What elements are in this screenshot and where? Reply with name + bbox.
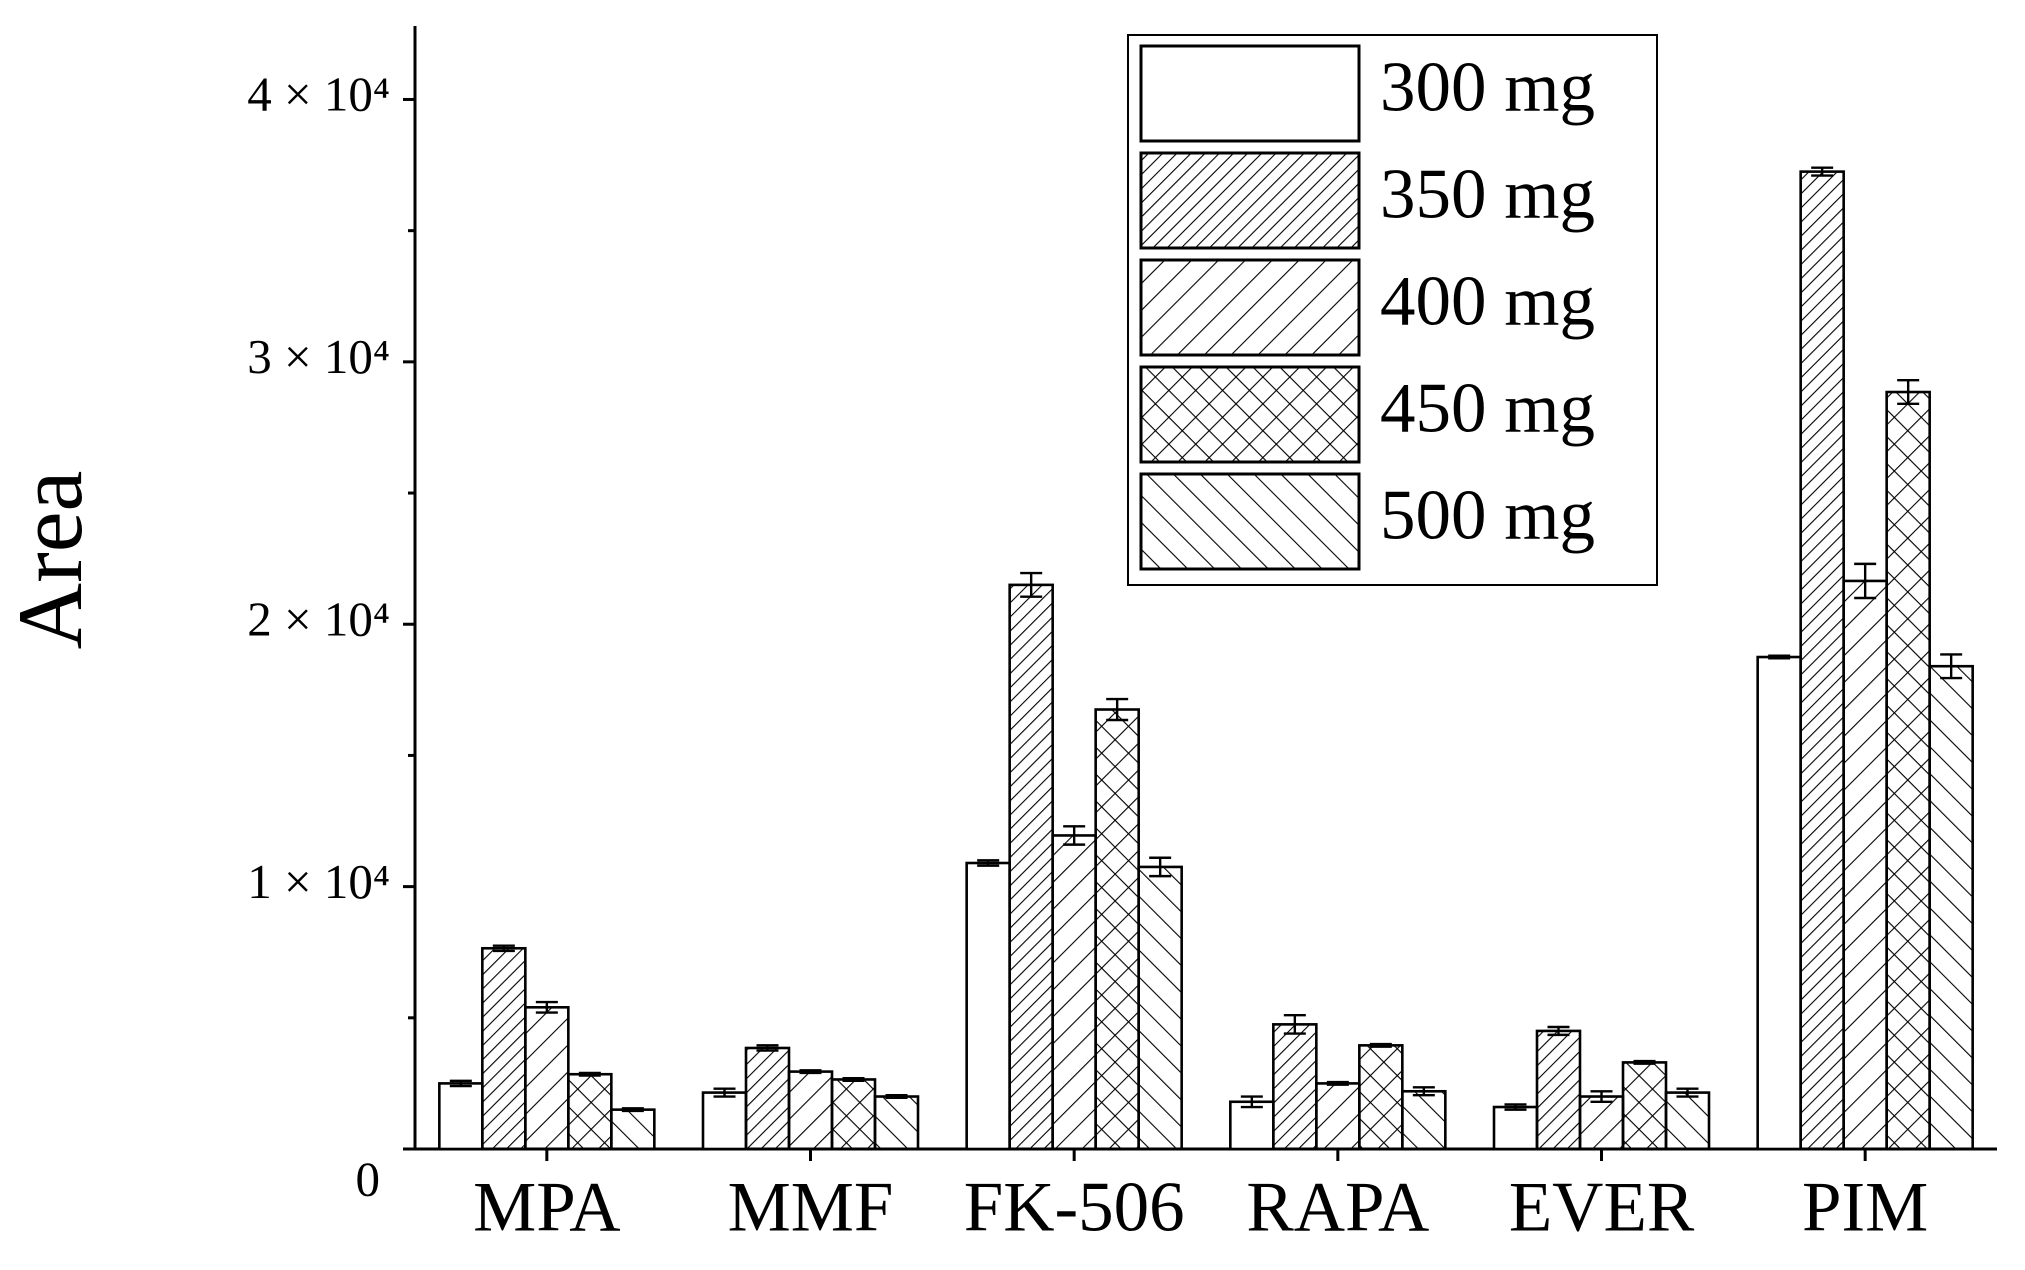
error-bar [1106, 697, 1129, 722]
legend-swatch [1139, 365, 1361, 464]
y-tick-label: 3 × 10⁴ [247, 329, 390, 384]
error-bar [1326, 1080, 1349, 1086]
bar [787, 1070, 834, 1151]
y-tick-label: 4 × 10⁴ [247, 67, 390, 122]
x-tick-label: MMF [728, 1168, 894, 1246]
bar [1664, 1091, 1711, 1151]
error-bar [799, 1069, 822, 1075]
y-tick-label: 1 × 10⁴ [247, 854, 390, 909]
bar [481, 946, 527, 1151]
bar [438, 1082, 484, 1151]
y-tick-label: 2 × 10⁴ [247, 591, 390, 646]
legend-label: 300 mg [1380, 48, 1595, 126]
error-bar [713, 1087, 736, 1098]
bar [1928, 664, 1974, 1151]
error-bar [1504, 1103, 1527, 1111]
legend-label: 500 mg [1380, 476, 1595, 554]
error-bar [1149, 856, 1172, 878]
bar [1578, 1095, 1625, 1151]
x-tick-label: FK-506 [964, 1168, 1185, 1246]
bar [1272, 1023, 1318, 1151]
error-bar [1590, 1090, 1613, 1103]
x-tick-label: EVER [1509, 1168, 1695, 1246]
bar [1756, 655, 1802, 1151]
x-tick-label: PIM [1802, 1168, 1928, 1246]
x-tick-label: RAPA [1246, 1168, 1429, 1246]
error-bar [492, 944, 515, 953]
legend-swatch [1139, 44, 1361, 143]
error-bar [578, 1071, 601, 1077]
bar [1008, 583, 1054, 1151]
error-bar [1940, 653, 1963, 680]
error-bar [1063, 825, 1086, 846]
x-tick-label: MPA [473, 1168, 620, 1246]
bar [1842, 579, 1888, 1151]
error-bar [1811, 166, 1834, 177]
error-bar [842, 1076, 865, 1082]
bar [567, 1072, 613, 1151]
bar [1535, 1029, 1582, 1151]
bar [1051, 834, 1097, 1151]
bar [744, 1046, 791, 1151]
error-bar [535, 1000, 558, 1014]
error-bar [1020, 571, 1043, 598]
error-bar [1768, 654, 1791, 660]
bar [1094, 708, 1140, 1151]
bar [524, 1006, 570, 1151]
bar [701, 1091, 748, 1151]
y-tick-label: 0 [356, 1151, 381, 1206]
bar [965, 861, 1011, 1151]
bar [1315, 1082, 1361, 1151]
error-bar [1854, 562, 1877, 600]
bar [610, 1108, 656, 1151]
error-bar [1633, 1059, 1656, 1065]
legend-swatch [1139, 472, 1361, 571]
error-bar [1676, 1087, 1699, 1098]
bar [1358, 1044, 1404, 1151]
error-bar [449, 1079, 472, 1088]
bar [1621, 1061, 1668, 1151]
bar [1229, 1100, 1275, 1151]
legend-label: 350 mg [1380, 155, 1595, 233]
error-bar [1412, 1086, 1435, 1097]
legend-label: 400 mg [1380, 262, 1595, 340]
legend-label: 450 mg [1380, 369, 1595, 447]
y-axis-label: Area [0, 471, 101, 650]
bar [1799, 170, 1845, 1151]
bar [830, 1078, 877, 1151]
error-bar [885, 1094, 908, 1100]
legend-swatch [1139, 258, 1361, 357]
error-bar [621, 1107, 644, 1113]
bar [1137, 865, 1183, 1151]
legend-swatch [1139, 151, 1361, 250]
bar [1401, 1089, 1447, 1151]
bar [1885, 390, 1931, 1151]
bar [1492, 1105, 1539, 1151]
bar [873, 1095, 920, 1151]
error-bar [1283, 1013, 1306, 1035]
error-bar [977, 859, 1000, 867]
error-bar [1547, 1025, 1570, 1037]
error-bar [1240, 1095, 1263, 1109]
error-bar [1369, 1042, 1392, 1048]
error-bar [1897, 379, 1920, 406]
error-bar [756, 1044, 779, 1052]
